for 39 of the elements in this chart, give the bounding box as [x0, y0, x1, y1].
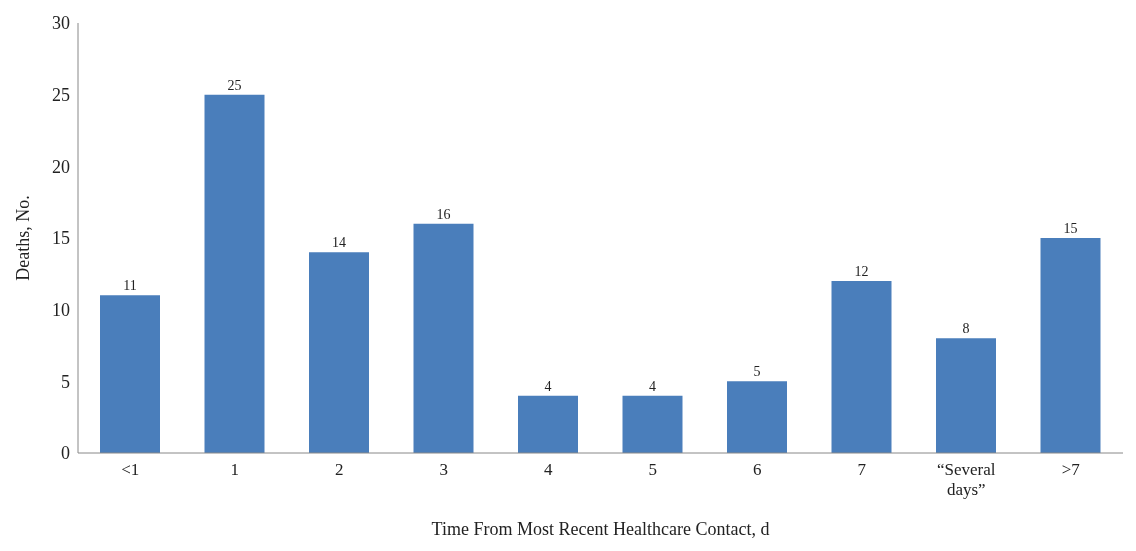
x-axis-title: Time From Most Recent Healthcare Contact, d — [431, 519, 770, 539]
bar — [309, 252, 369, 453]
x-tick-label: 7 — [857, 460, 867, 479]
data-label: 5 — [753, 364, 761, 380]
data-label: 14 — [332, 235, 346, 251]
data-label: 4 — [649, 378, 656, 394]
bar — [204, 94, 265, 453]
x-tick-label: 1 — [230, 460, 239, 479]
bar — [727, 381, 787, 453]
x-tick-label: 3 — [439, 460, 448, 479]
y-tick-label: 25 — [52, 85, 70, 106]
x-tick-label: <1 — [121, 460, 140, 479]
y-tick-label: 10 — [52, 300, 70, 321]
y-tick-label: 15 — [52, 228, 70, 249]
x-tick-label: 2 — [335, 460, 344, 479]
y-tick-label: 0 — [61, 443, 70, 464]
bar — [413, 223, 474, 453]
bar — [831, 281, 892, 453]
y-tick-label: 30 — [52, 13, 70, 34]
data-label: 25 — [227, 77, 242, 93]
data-label: 15 — [1063, 221, 1078, 236]
bar — [936, 338, 996, 453]
x-tick-label: “Several days” — [936, 460, 996, 499]
x-tick-label: >7 — [1061, 460, 1081, 479]
bar — [1040, 238, 1101, 453]
x-tick-label: 6 — [753, 460, 762, 479]
bar — [622, 395, 683, 453]
y-tick-label: 5 — [61, 371, 70, 392]
data-label: 11 — [123, 278, 137, 294]
data-label: 12 — [854, 264, 869, 279]
x-tick-label: 4 — [544, 460, 553, 479]
bar — [100, 295, 160, 453]
x-tick-label: 5 — [648, 460, 657, 479]
bar — [518, 395, 578, 453]
data-label: 16 — [436, 206, 451, 222]
data-label: 8 — [962, 321, 970, 337]
y-tick-label: 20 — [52, 156, 70, 177]
y-axis-title: Deaths, No. — [13, 195, 34, 281]
data-label: 4 — [544, 378, 552, 394]
